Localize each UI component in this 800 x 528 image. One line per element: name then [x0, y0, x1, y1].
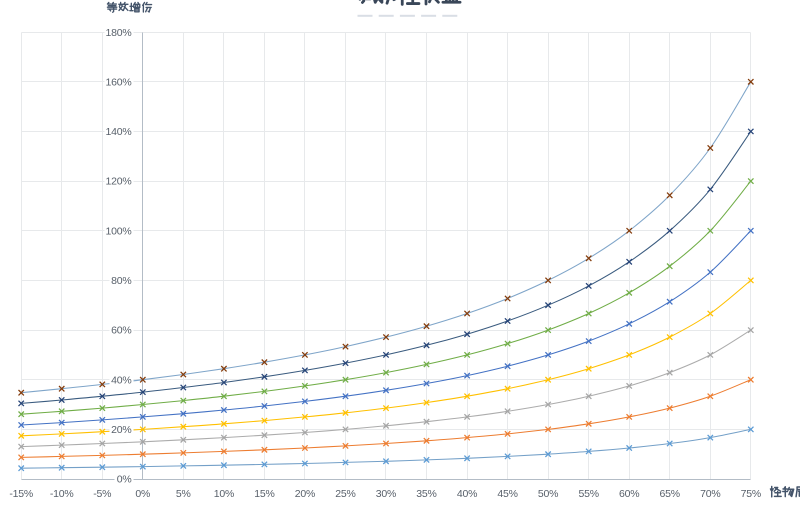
svg-text:15%: 15%: [254, 488, 274, 500]
svg-text:25%: 25%: [335, 488, 355, 500]
svg-text:5%: 5%: [176, 488, 191, 500]
svg-text:40%: 40%: [457, 488, 477, 500]
svg-text:50%: 50%: [538, 488, 558, 500]
svg-text:120%: 120%: [105, 176, 131, 188]
svg-text:100%: 100%: [105, 225, 131, 237]
svg-text:75%: 75%: [741, 488, 761, 500]
svg-text:10%: 10%: [214, 488, 234, 500]
svg-text:70%: 70%: [700, 488, 720, 500]
svg-text:140%: 140%: [105, 126, 131, 138]
svg-text:45%: 45%: [497, 488, 517, 500]
svg-text:35%: 35%: [416, 488, 436, 500]
svg-text:80%: 80%: [111, 275, 131, 287]
svg-text:60%: 60%: [619, 488, 639, 500]
svg-text:20%: 20%: [111, 424, 131, 436]
svg-text:60%: 60%: [111, 325, 131, 337]
svg-text:180%: 180%: [105, 27, 131, 39]
svg-text:30%: 30%: [376, 488, 396, 500]
svg-text:-15%: -15%: [9, 488, 33, 500]
svg-text:-5%: -5%: [93, 488, 111, 500]
svg-text:160%: 160%: [105, 76, 131, 88]
svg-text:-10%: -10%: [50, 488, 74, 500]
svg-text:20%: 20%: [295, 488, 315, 500]
svg-text:65%: 65%: [659, 488, 679, 500]
svg-text:0%: 0%: [117, 474, 132, 486]
svg-text:55%: 55%: [578, 488, 598, 500]
svg-text:0%: 0%: [135, 488, 150, 500]
svg-text:40%: 40%: [111, 374, 131, 386]
